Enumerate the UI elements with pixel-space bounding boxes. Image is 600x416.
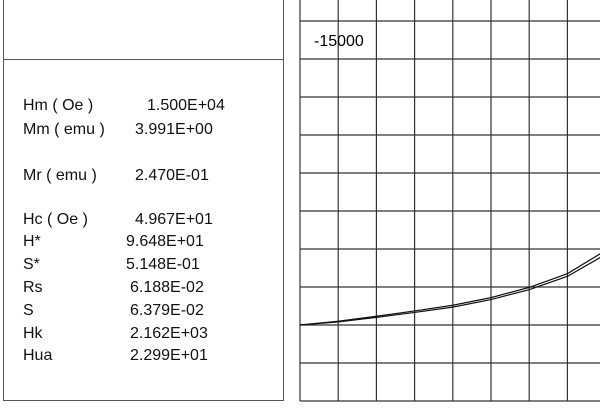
parameter-label: Mm ( emu ): [23, 121, 105, 138]
parameter-value: 3.991E+00: [135, 121, 213, 138]
parameter-value: 2.162E+03: [130, 325, 208, 342]
parameter-value: 5.148E-01: [126, 256, 200, 273]
parameter-label: S: [23, 302, 34, 319]
parameter-label: Hc ( Oe ): [23, 211, 88, 228]
parameter-value: 4.967E+01: [135, 211, 213, 228]
parameter-row: Hc ( Oe ) 4.967E+01: [23, 211, 213, 229]
parameter-value: 2.299E+01: [130, 347, 208, 364]
parameter-label: S*: [23, 256, 40, 273]
parameter-value: 6.188E-02: [130, 279, 204, 296]
parameter-row: Hk 2.162E+03: [23, 325, 208, 343]
parameter-value: 2.470E-01: [135, 167, 209, 184]
parameter-row: Rs 6.188E-02: [23, 279, 204, 297]
panel-divider: [4, 59, 283, 60]
parameter-label: Mr ( emu ): [23, 167, 97, 184]
parameters-panel: [3, 0, 284, 401]
parameter-row: Hua 2.299E+01: [23, 347, 208, 365]
hysteresis-branch-1: [299, 256, 600, 326]
parameter-label: Hua: [23, 347, 53, 364]
parameter-row: Mm ( emu ) 3.991E+00: [23, 121, 213, 139]
parameter-row: S 6.379E-02: [23, 302, 204, 320]
parameter-row: Mr ( emu ) 2.470E-01: [23, 167, 209, 185]
parameter-label: Hk: [23, 325, 43, 342]
parameter-row: H* 9.648E+01: [23, 233, 204, 251]
parameter-label: Hm ( Oe ): [23, 97, 94, 114]
parameter-value: 9.648E+01: [126, 233, 204, 250]
parameter-label: H*: [23, 233, 41, 250]
hysteresis-branch-2: [299, 253, 600, 326]
parameter-label: Rs: [23, 279, 43, 296]
parameter-value: 6.379E-02: [130, 302, 204, 319]
parameter-row: S* 5.148E-01: [23, 256, 200, 274]
parameter-row: Hm ( Oe ) 1.500E+04: [23, 97, 225, 115]
parameter-value: 1.500E+04: [147, 97, 225, 114]
x-tick-label: -15000: [314, 33, 364, 50]
